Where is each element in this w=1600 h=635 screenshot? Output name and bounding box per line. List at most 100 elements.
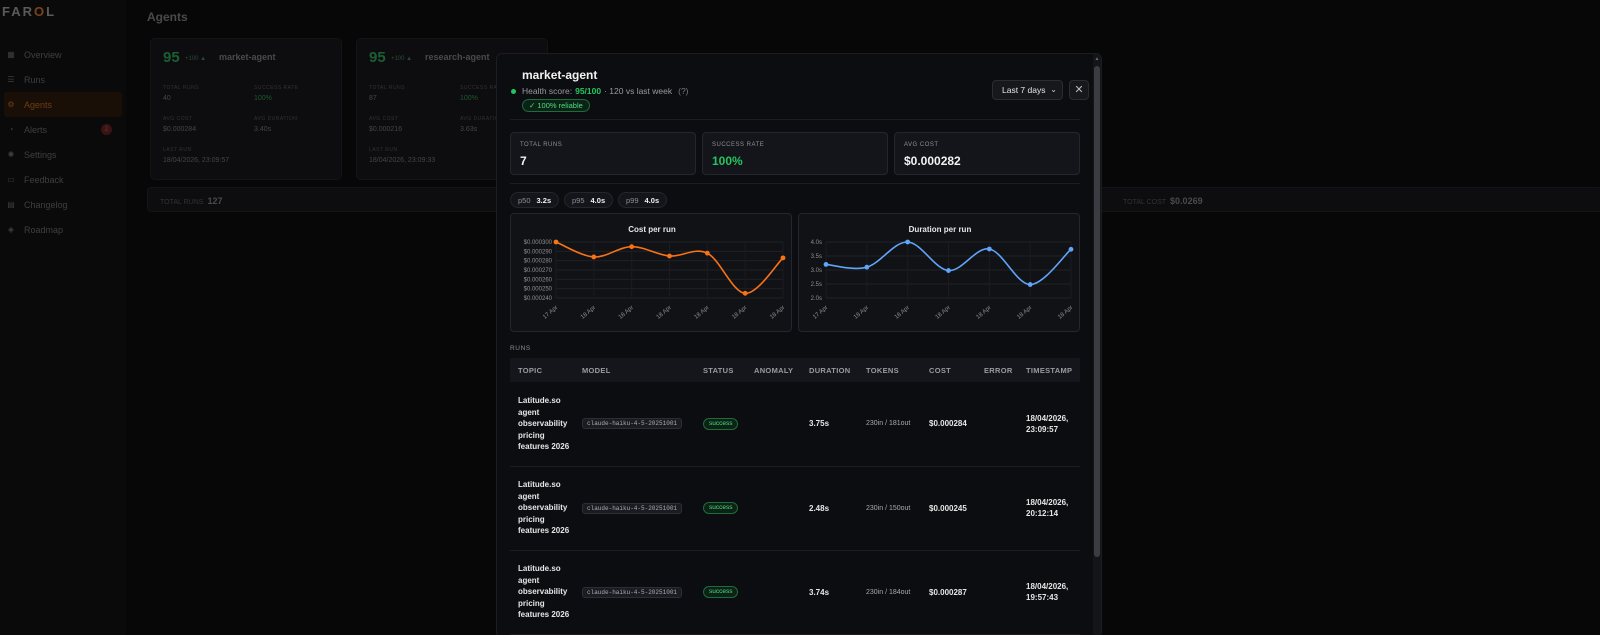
x-tick-label: 18 Apr — [769, 305, 786, 321]
data-point — [823, 262, 829, 267]
sidebar-item-overview[interactable]: ▦ Overview — [4, 42, 122, 67]
x-tick-label: 18 Apr — [731, 305, 748, 321]
cell-topic: Latitude.so agent observability pricing … — [510, 382, 574, 467]
column-header[interactable]: ANOMALY — [746, 358, 801, 382]
modal-scrollbar[interactable]: ▲ — [1093, 54, 1101, 635]
data-point — [553, 239, 559, 245]
column-header[interactable]: MODEL — [574, 358, 695, 382]
cell-anomaly — [746, 550, 801, 635]
success-rate: 100% — [254, 95, 272, 102]
total-runs: 40 — [163, 95, 171, 102]
reliable-badge: ✓ 100% reliable — [522, 99, 590, 112]
data-point — [986, 246, 992, 252]
label: AVG DURATION — [460, 116, 504, 122]
time-range-select[interactable]: Last 7 days ⌄ — [992, 80, 1063, 100]
y-tick-label: 3.5s — [811, 254, 822, 260]
total-runs: 87 — [369, 95, 377, 102]
stat-label: AVG COST — [904, 142, 939, 148]
agent-icon: ⚙ — [7, 100, 15, 109]
help-icon[interactable]: (?) — [678, 86, 689, 96]
column-header[interactable]: TOKENS — [858, 358, 921, 382]
sidebar-item-label: Settings — [24, 149, 57, 160]
health-score: 95/100 — [575, 86, 602, 96]
sidebar-item-agents[interactable]: ⚙ Agents — [4, 92, 122, 117]
gear-icon: ✺ — [7, 150, 15, 159]
status-badge: success — [703, 502, 739, 514]
label: LAST RUN — [369, 147, 398, 153]
column-header[interactable]: TIMESTAMP — [1018, 358, 1080, 382]
time-range-value: Last 7 days — [1002, 85, 1046, 95]
cell-duration: 2.48s — [801, 466, 858, 551]
table-row[interactable]: Latitude.so agent observability pricing … — [510, 550, 1080, 635]
column-header[interactable]: ERROR — [976, 358, 1018, 382]
y-tick-label: $0.000300 — [524, 240, 553, 246]
y-tick-label: 2.0s — [811, 296, 822, 302]
cost-chart-card: Cost per run $0.000300 $0.000290 $0.000280 $… — [510, 213, 792, 332]
cell-anomaly — [746, 382, 801, 467]
data-point — [704, 250, 710, 256]
label: TOTAL RUNS — [163, 85, 200, 91]
sidebar-item-alerts[interactable]: ◔ Alerts 2 — [4, 117, 122, 142]
x-tick-label: 17 Apr — [812, 305, 829, 321]
duration-chart: Duration per run 4.0s 3.5s 3.0s 2.5s 2.0s 17 A… — [811, 225, 1075, 321]
cell-status: success — [695, 382, 746, 467]
column-header[interactable]: DURATION — [801, 358, 858, 382]
data-point — [864, 264, 870, 270]
last-run: 18/04/2026, 23:09:33 — [369, 157, 436, 164]
health-line: Health score: 95/100 · 120 vs last week … — [511, 86, 689, 96]
agent-card-market[interactable]: 95 +100 ▲ market-agent TOTAL RUNS 40 SUC… — [150, 38, 342, 180]
x-tick-label: 18 Apr — [975, 305, 992, 321]
data-point — [742, 290, 748, 296]
x-tick-label: 18 Apr — [693, 305, 710, 321]
data-point — [667, 253, 672, 259]
status-dot-icon — [511, 88, 516, 94]
cell-error — [976, 550, 1018, 635]
cell-model: claude-haiku-4-5-20251001 — [574, 382, 695, 467]
cell-cost: $0.000287 — [921, 550, 976, 635]
x-tick-label: 18 Apr — [935, 305, 952, 321]
table-row[interactable]: Latitude.so agent observability pricing … — [510, 466, 1080, 551]
cell-error — [976, 466, 1018, 551]
data-point — [780, 255, 786, 261]
divider — [510, 183, 1080, 184]
y-tick-label: $0.000280 — [524, 259, 553, 265]
model-chip: claude-haiku-4-5-20251001 — [582, 502, 683, 514]
close-button[interactable]: ✕ — [1069, 80, 1089, 100]
label: SUCCESS RATE — [254, 85, 299, 91]
chat-icon: ▭ — [7, 175, 15, 184]
chart-title: Duration per run — [909, 225, 972, 234]
x-tick-label: 18 Apr — [1016, 305, 1033, 321]
column-header[interactable]: TOPIC — [510, 358, 574, 382]
table-row[interactable]: Latitude.so agent observability pricing … — [510, 382, 1080, 467]
chart-title: Cost per run — [628, 225, 676, 234]
value: 127 — [207, 196, 223, 206]
column-header[interactable]: COST — [921, 358, 976, 382]
x-tick-label: 18 Apr — [1057, 305, 1074, 321]
sidebar-item-label: Overview — [24, 49, 62, 60]
percentile-value: 3.2s — [536, 195, 552, 205]
y-tick-label: 4.0s — [811, 240, 822, 246]
data-point — [905, 239, 911, 245]
y-tick-label: 2.5s — [811, 282, 822, 288]
sidebar-item-changelog[interactable]: ▤ Changelog — [4, 192, 122, 217]
x-tick-label: 17 Apr — [542, 305, 559, 321]
y-tick-label: $0.000270 — [524, 268, 553, 274]
x-tick-label: 18 Apr — [853, 305, 870, 321]
sidebar-item-runs[interactable]: ☰ Runs — [4, 67, 122, 92]
health-score: 95 — [163, 49, 180, 66]
grid-icon: ▦ — [7, 50, 15, 59]
sidebar-item-feedback[interactable]: ▭ Feedback — [4, 167, 122, 192]
x-tick-label: 18 Apr — [894, 305, 911, 321]
sidebar-nav: ▦ Overview ☰ Runs ⚙ Agents ◔ Alerts 2 ✺ Settin… — [4, 42, 122, 242]
avg-cost: $0.000284 — [163, 126, 197, 133]
y-tick-label: $0.000240 — [524, 296, 553, 302]
scroll-up-arrow-icon[interactable]: ▲ — [1094, 56, 1100, 62]
sidebar-item-roadmap[interactable]: ◈ Roadmap — [4, 217, 122, 242]
cost-chart: Cost per run $0.000300 $0.000290 $0.000280 $… — [524, 225, 787, 321]
agent-name: market-agent — [219, 52, 276, 62]
cell-duration: 3.75s — [801, 382, 858, 467]
column-header[interactable]: STATUS — [695, 358, 746, 382]
stat-success-rate: SUCCESS RATE 100% — [702, 132, 888, 175]
sidebar-item-settings[interactable]: ✺ Settings — [4, 142, 122, 167]
scrollbar-thumb[interactable] — [1094, 66, 1100, 557]
